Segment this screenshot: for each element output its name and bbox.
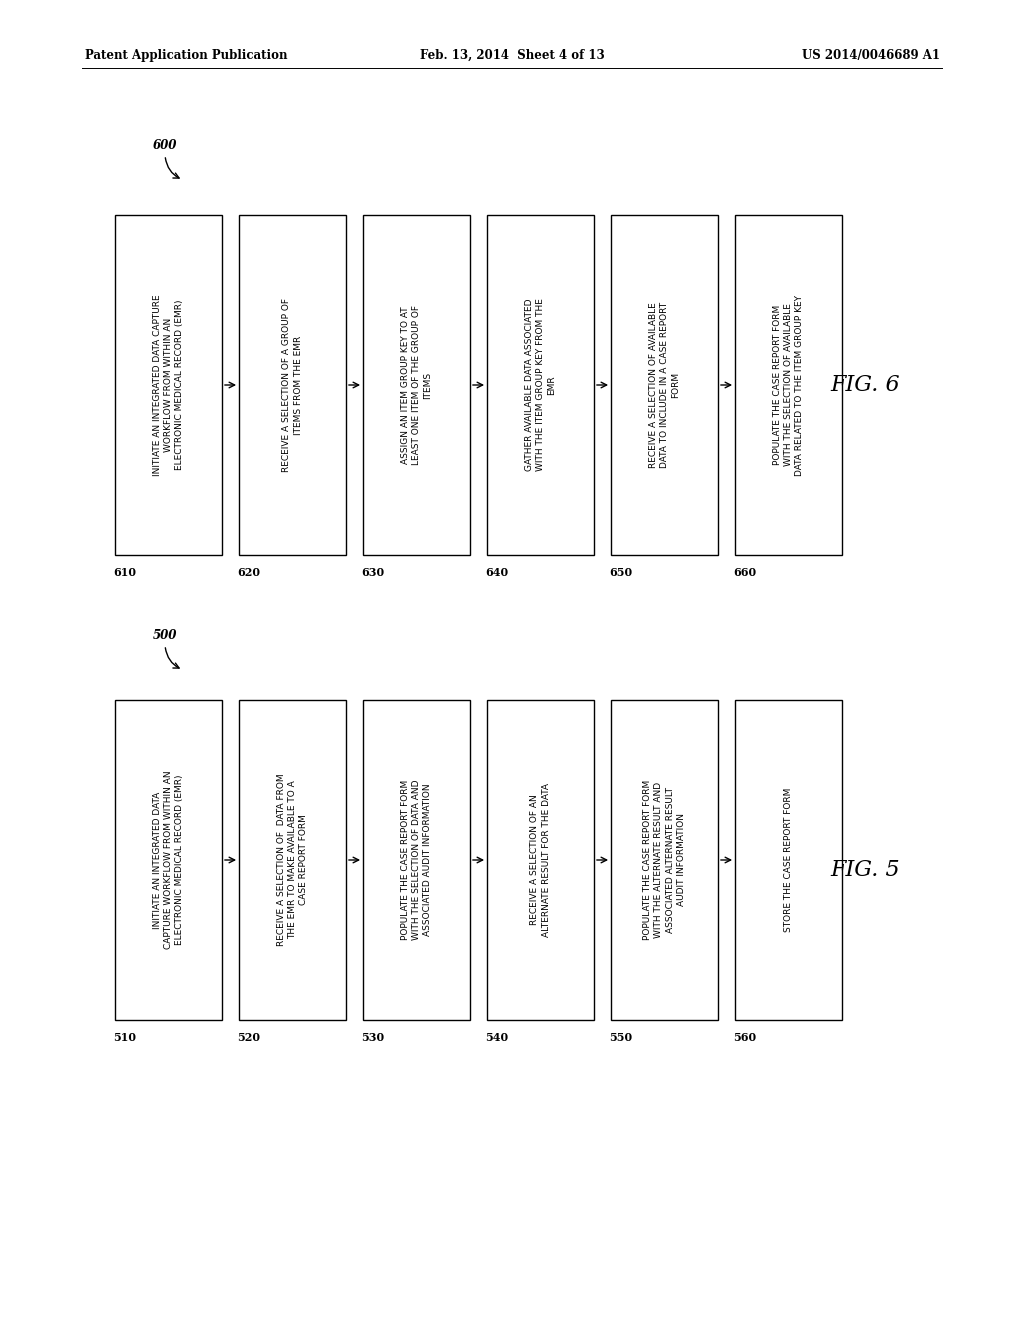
Text: 560: 560 [733, 1032, 756, 1043]
Text: INITIATE AN INTEGRATED DATA
CAPTURE WORKFLOW FROM WITHIN AN
ELECTRONIC MEDICAL R: INITIATE AN INTEGRATED DATA CAPTURE WORK… [153, 771, 184, 949]
Text: RECEIVE A SELECTION OF A GROUP OF
ITEMS FROM THE EMR: RECEIVE A SELECTION OF A GROUP OF ITEMS … [283, 298, 303, 473]
Bar [239, 215, 346, 554]
Text: 640: 640 [485, 568, 508, 578]
Text: STORE THE CASE REPORT FORM: STORE THE CASE REPORT FORM [784, 788, 793, 932]
Text: 550: 550 [609, 1032, 632, 1043]
Text: 630: 630 [361, 568, 384, 578]
Text: US 2014/0046689 A1: US 2014/0046689 A1 [802, 49, 940, 62]
Bar [735, 700, 842, 1020]
Text: ASSIGN AN ITEM GROUP KEY TO AT
LEAST ONE ITEM OF THE GROUP OF
ITEMS: ASSIGN AN ITEM GROUP KEY TO AT LEAST ONE… [400, 305, 432, 465]
Text: INITIATE AN INTEGRATED DATA CAPTURE
WORKFLOW FROM WITHIN AN
ELECTRONIC MEDICAL R: INITIATE AN INTEGRATED DATA CAPTURE WORK… [153, 294, 184, 475]
Text: 530: 530 [361, 1032, 384, 1043]
Text: Patent Application Publication: Patent Application Publication [85, 49, 288, 62]
Bar [611, 215, 718, 554]
Text: RECEIVE A SELECTION OF AN
ALTERNATE RESULT FOR THE DATA: RECEIVE A SELECTION OF AN ALTERNATE RESU… [530, 783, 551, 937]
Bar [362, 215, 470, 554]
Bar [115, 215, 222, 554]
Bar [487, 700, 594, 1020]
Text: FIG. 6: FIG. 6 [830, 374, 900, 396]
Text: FIG. 5: FIG. 5 [830, 859, 900, 880]
Text: 500: 500 [153, 630, 177, 642]
Bar [735, 215, 842, 554]
Text: POPULATE THE CASE REPORT FORM
WITH THE ALTERNATE RESULT AND
ASSOCIATED ALTERNATE: POPULATE THE CASE REPORT FORM WITH THE A… [643, 780, 686, 940]
Text: 620: 620 [237, 568, 260, 578]
Text: 650: 650 [609, 568, 632, 578]
Text: 610: 610 [113, 568, 136, 578]
Text: 510: 510 [113, 1032, 136, 1043]
Bar [115, 700, 222, 1020]
Bar [362, 700, 470, 1020]
Text: 660: 660 [733, 568, 756, 578]
Bar [239, 700, 346, 1020]
Text: GATHER AVAILABLE DATA ASSOCIATED
WITH THE ITEM GROUP KEY FROM THE
EMR: GATHER AVAILABLE DATA ASSOCIATED WITH TH… [524, 298, 556, 471]
Text: POPULATE THE CASE REPORT FORM
WITH THE SELECTION OF AVAILABLE
DATA RELATED TO TH: POPULATE THE CASE REPORT FORM WITH THE S… [772, 294, 805, 475]
Bar [487, 215, 594, 554]
Text: RECEIVE A SELECTION OF  DATA FROM
THE EMR TO MAKE AVAILABLE TO A
CASE REPORT FOR: RECEIVE A SELECTION OF DATA FROM THE EMR… [276, 774, 308, 946]
Text: 600: 600 [153, 139, 177, 152]
Text: 540: 540 [485, 1032, 508, 1043]
Text: 520: 520 [237, 1032, 260, 1043]
Text: Feb. 13, 2014  Sheet 4 of 13: Feb. 13, 2014 Sheet 4 of 13 [420, 49, 604, 62]
Text: POPULATE THE CASE REPORT FORM
WITH THE SELECTION OF DATA AND
ASSOCIATED AUDIT IN: POPULATE THE CASE REPORT FORM WITH THE S… [400, 780, 432, 940]
Text: RECEIVE A SELECTION OF AVAILABLE
DATA TO INCLUDE IN A CASE REPORT
FORM: RECEIVE A SELECTION OF AVAILABLE DATA TO… [648, 302, 681, 469]
Bar [611, 700, 718, 1020]
